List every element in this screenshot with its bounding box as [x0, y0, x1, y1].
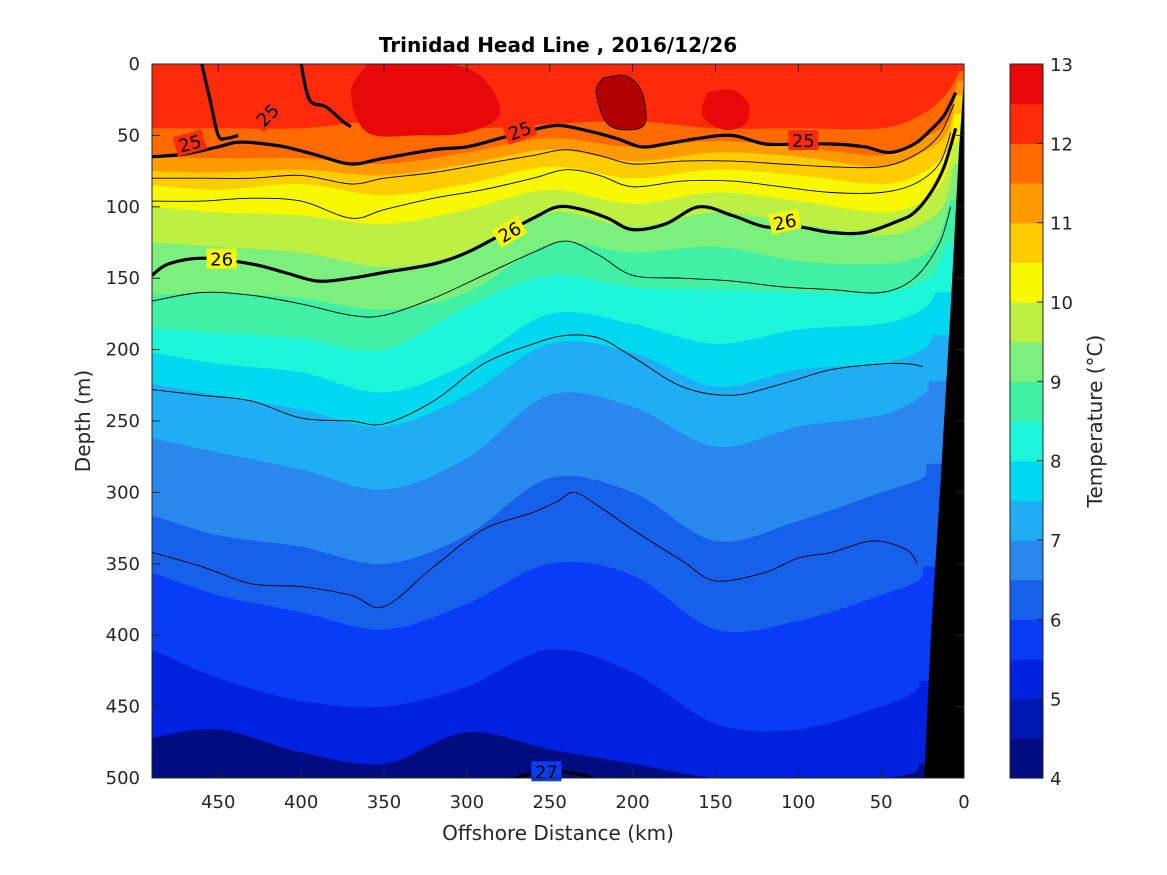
colorbar-swatch: [1010, 262, 1043, 303]
density-contour-thin: [152, 491, 918, 609]
y-tick-label: 500: [106, 768, 140, 789]
colorbar-tick-label: 13: [1050, 55, 1073, 76]
colorbar-swatch: [1010, 460, 1043, 501]
density-contour-25: [152, 91, 958, 166]
colorbar-tick-label: 6: [1050, 610, 1061, 631]
y-tick-label: 200: [106, 340, 140, 361]
colorbar-swatch: [1010, 381, 1043, 422]
x-tick-label: 350: [367, 792, 401, 813]
colorbar-swatch: [1010, 579, 1043, 620]
contour-label-bg: [172, 129, 207, 157]
colorbar-swatch: [1010, 341, 1043, 382]
density-contour-thin: [152, 334, 923, 426]
contour-label-bg: [491, 215, 528, 248]
colorbar-swatch: [1010, 103, 1043, 144]
contour-label-text: 26: [210, 250, 233, 271]
x-tick-label: 0: [958, 792, 969, 813]
contour-label-text: 25: [792, 131, 815, 152]
warm-patch: [595, 74, 647, 131]
density-contour-26: [152, 127, 958, 283]
colorbar-swatch: [1010, 659, 1043, 700]
colorbar-swatch: [1010, 500, 1043, 541]
y-tick-label: 400: [106, 625, 140, 646]
colorbar-tick-label: 10: [1050, 293, 1073, 314]
contour-label-bg: [768, 208, 802, 235]
colorbar-label: Temperature (°C): [1083, 335, 1107, 509]
contour-label: 27: [531, 761, 562, 783]
y-tick-label: 50: [117, 125, 140, 146]
y-tick-label: 100: [106, 197, 140, 218]
colorbar: [1010, 64, 1043, 779]
colorbar-swatch: [1010, 619, 1043, 660]
density-contour-25: [200, 64, 239, 141]
colorbar-tick-label: 7: [1050, 531, 1061, 552]
bathymetry: [924, 78, 964, 778]
colorbar-swatch: [1010, 698, 1043, 739]
x-tick-label: 150: [698, 792, 732, 813]
y-tick-label: 350: [106, 554, 140, 575]
colorbar-swatch: [1010, 143, 1043, 184]
x-tick-label: 450: [201, 792, 235, 813]
y-tick-label: 300: [106, 482, 140, 503]
colorbar-swatch: [1010, 222, 1043, 263]
plot-area: [152, 64, 964, 778]
warm-patch: [350, 64, 501, 137]
seafloor: [924, 78, 964, 778]
x-tick-label: 300: [450, 792, 484, 813]
y-axis: 0 50 100 150 200 250 300 350 400 450 500: [106, 54, 964, 789]
sigma-contours: [152, 64, 958, 778]
colorbar-ticks: 4 5 6 7 8 9 10 11 12 13: [1037, 55, 1073, 790]
density-contour-thin: [152, 103, 955, 185]
contour-label: 26: [768, 208, 802, 236]
colorbar-tick-label: 5: [1050, 690, 1061, 711]
density-contour-thin: [152, 206, 952, 318]
x-tick-label: 400: [284, 792, 318, 813]
colorbar-swatch: [1010, 738, 1043, 779]
colorbar-swatch: [1010, 183, 1043, 224]
colorbar-tick-label: 9: [1050, 372, 1061, 393]
x-tick-label: 250: [533, 792, 567, 813]
x-axis: 450 400 350 300 250 200 150 100 50 0: [201, 64, 970, 813]
colorbar-swatch: [1010, 302, 1043, 343]
x-tick-label: 200: [615, 792, 649, 813]
contour-label: 25: [172, 129, 207, 158]
colorbar-tick-label: 11: [1050, 214, 1073, 235]
colorbar-swatch: [1010, 64, 1043, 105]
colorbar-frame: [1009, 63, 1044, 779]
colorbar-tick-label: 8: [1050, 452, 1061, 473]
x-tick-label: 50: [870, 792, 893, 813]
contour-label-bg: [531, 761, 562, 782]
density-contour-25: [299, 64, 352, 129]
x-tick-label: 100: [781, 792, 815, 813]
colorbar-swatch: [1010, 540, 1043, 581]
colorbar-tick-label: 4: [1050, 769, 1061, 790]
colorbar-swatch: [1010, 421, 1043, 462]
filled-contours: [152, 64, 964, 778]
y-tick-label: 0: [129, 54, 140, 75]
y-tick-label: 150: [106, 268, 140, 289]
contour-label-text: 27: [535, 762, 558, 783]
chart-title: Trinidad Head Line , 2016/12/26: [379, 33, 737, 57]
contour-label-bg: [788, 130, 819, 151]
y-axis-label: Depth (m): [71, 370, 95, 472]
contour-label-bg: [206, 248, 237, 269]
colorbar-tick-label: 12: [1050, 134, 1073, 155]
y-tick-label: 450: [106, 697, 140, 718]
x-axis-label: Offshore Distance (km): [442, 821, 674, 845]
contour-label-bg: [249, 97, 285, 133]
y-tick-label: 250: [106, 411, 140, 432]
contour-label: 25: [788, 130, 819, 152]
thin-contours: [152, 103, 955, 609]
contour-label: 26: [206, 248, 237, 271]
contour-label-bg: [502, 115, 538, 145]
warm-patch: [701, 89, 750, 131]
warm-patches: [350, 64, 750, 137]
contour-label-text: 26: [772, 210, 799, 235]
density-contour-thin: [152, 132, 952, 219]
contour-label: 25: [502, 115, 538, 145]
